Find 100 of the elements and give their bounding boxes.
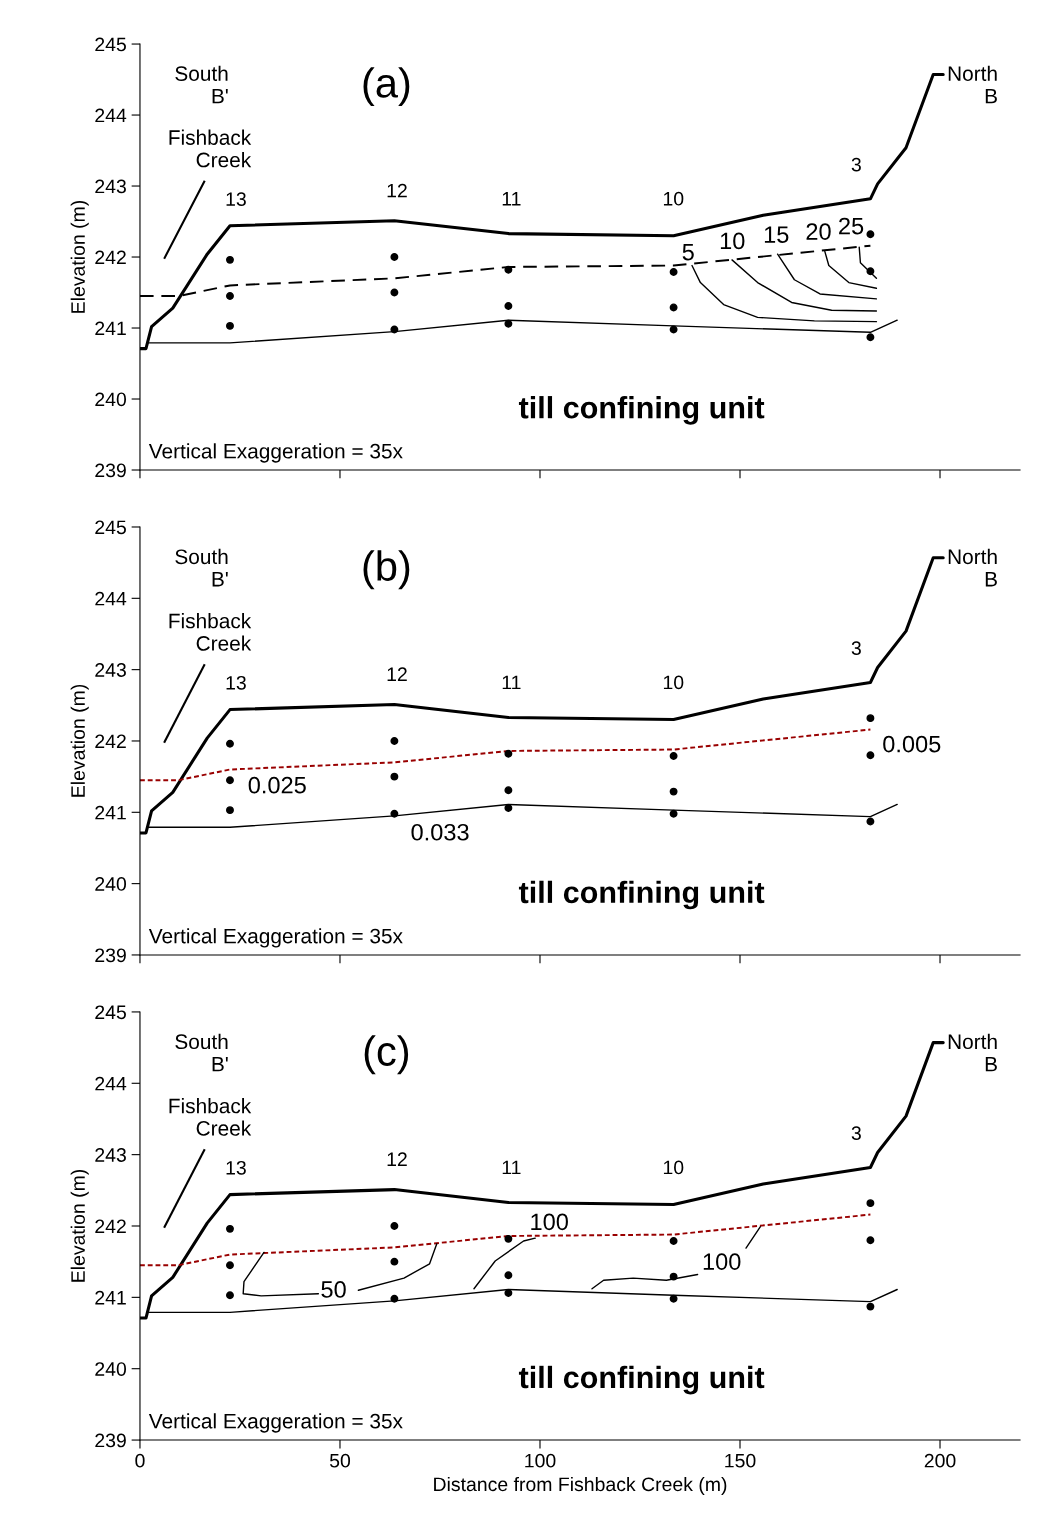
annotation: Fishback Creek	[169, 613, 252, 651]
point	[866, 1302, 875, 1311]
y-axis-title: Elevation (m)	[70, 200, 89, 313]
point	[390, 1222, 399, 1230]
annotation: 12	[387, 1152, 407, 1166]
point	[669, 325, 678, 334]
annotation: 10	[720, 232, 745, 250]
annotation: South B'	[175, 65, 228, 104]
point	[866, 267, 875, 276]
annotation: 11	[502, 1160, 521, 1175]
point	[390, 253, 399, 261]
y-tick-label: 240	[95, 392, 127, 407]
x-tick-label: 150	[725, 1453, 756, 1468]
annotation: 100	[703, 1253, 741, 1271]
annotation: 100	[531, 1213, 568, 1231]
point	[226, 776, 234, 785]
annotation: Vertical Exaggeration = 35x	[148, 928, 403, 948]
y-axis-title: Elevation (m)	[70, 1169, 89, 1282]
point	[866, 230, 875, 239]
line-series	[591, 1273, 699, 1290]
line-series	[242, 1251, 320, 1297]
point	[866, 1236, 875, 1245]
annotation: 0.033	[411, 823, 469, 841]
point	[390, 737, 399, 745]
line-series	[357, 1243, 438, 1291]
y-tick-label: 245	[95, 37, 126, 52]
point	[226, 1261, 234, 1270]
x-tick-label: 200	[924, 1453, 956, 1468]
point	[504, 1271, 513, 1280]
line-series	[473, 1237, 536, 1290]
point	[504, 1289, 513, 1298]
y-tick-label: 245	[95, 1005, 126, 1020]
point	[226, 292, 234, 301]
point	[390, 288, 399, 297]
x-tick-label: 0	[135, 1453, 145, 1468]
x-tick-label: 50	[329, 1453, 351, 1468]
point	[866, 714, 875, 723]
y-tick-label: 242	[95, 1219, 126, 1234]
x-tick-label: 100	[525, 1453, 556, 1468]
annotation: Vertical Exaggeration = 35x	[148, 443, 403, 463]
y-tick-label: 239	[95, 463, 126, 478]
point	[669, 303, 678, 312]
y-tick-label: 245	[95, 520, 126, 535]
y-tick-label: 241	[95, 805, 126, 820]
annotation: 20	[806, 223, 831, 240]
y-tick-label: 240	[95, 877, 127, 891]
annotation: 13	[226, 1160, 246, 1175]
y-tick-label: 242	[95, 250, 126, 265]
annotation: 12	[387, 667, 407, 681]
annotation: North B	[948, 548, 997, 587]
point	[866, 333, 875, 342]
point	[669, 267, 678, 276]
annotation: 0.025	[248, 776, 306, 794]
point	[866, 1199, 875, 1208]
point	[226, 806, 234, 815]
annotation: 50	[321, 1281, 346, 1298]
y-tick-label: 244	[95, 108, 127, 123]
annotation: 13	[226, 192, 246, 207]
y-tick-label: 240	[95, 1362, 127, 1376]
line-series	[691, 264, 878, 323]
y-tick-label: 241	[95, 1290, 126, 1305]
point	[669, 1272, 678, 1281]
annotation: Fishback Creek	[169, 1098, 252, 1136]
point	[390, 1257, 399, 1266]
annotation: till confining unit	[518, 396, 765, 425]
annotation: till confining unit	[518, 1365, 765, 1395]
annotation: 10	[663, 1160, 684, 1175]
y-tick-label: 241	[95, 321, 126, 336]
y-tick-label: 244	[95, 591, 127, 606]
annotation: North B	[948, 1033, 997, 1072]
point	[226, 739, 234, 748]
annotation: 10	[663, 191, 684, 206]
annotation: Fishback Creek	[169, 129, 252, 168]
x-axis-title: Distance from Fishback Creek (m)	[434, 1476, 727, 1496]
y-tick-label: 243	[95, 663, 126, 677]
annotation: 3	[851, 1126, 861, 1141]
point	[390, 772, 399, 781]
point	[866, 817, 875, 826]
point	[504, 1234, 513, 1243]
y-tick-label: 242	[95, 734, 126, 749]
line-series	[146, 319, 898, 344]
point	[504, 302, 513, 310]
point	[226, 255, 234, 264]
annotation: till confining unit	[518, 880, 765, 910]
annotation: 10	[663, 675, 684, 690]
point	[669, 1237, 678, 1245]
annotation: 11	[502, 192, 521, 206]
annotation: 12	[387, 183, 407, 198]
point	[390, 1294, 399, 1303]
y-tick-label: 243	[95, 1148, 126, 1162]
point	[504, 804, 513, 812]
point	[390, 809, 399, 818]
point	[226, 1224, 234, 1233]
annotation: North B	[948, 65, 997, 104]
point	[504, 786, 513, 795]
point	[390, 325, 399, 334]
y-tick-label: 244	[95, 1076, 127, 1091]
annotation: (a)	[363, 67, 410, 107]
point	[226, 1291, 234, 1300]
annotation: 15	[764, 226, 789, 243]
